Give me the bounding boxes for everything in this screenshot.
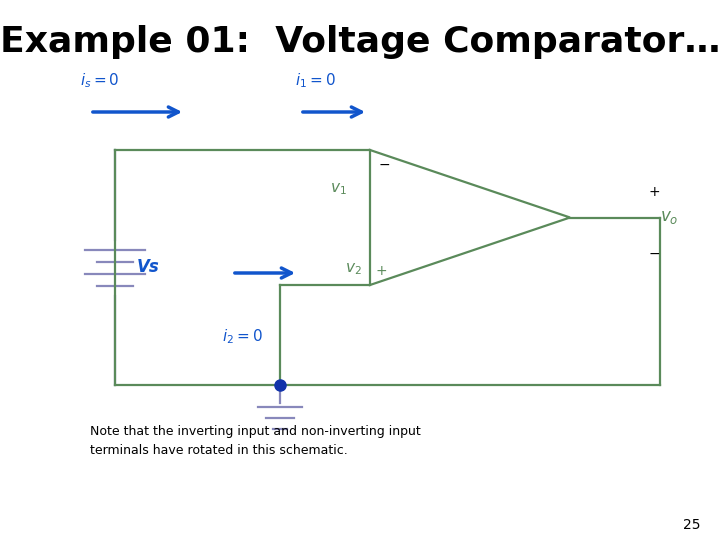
Text: Note that the inverting input and non-inverting input
terminals have rotated in : Note that the inverting input and non-in… xyxy=(90,425,420,457)
Text: 25: 25 xyxy=(683,518,700,532)
Text: $-$: $-$ xyxy=(378,157,390,171)
Text: $v_2$: $v_2$ xyxy=(346,261,362,277)
Text: Vs: Vs xyxy=(137,259,160,276)
Text: $\mathit{i}_2 = 0$: $\mathit{i}_2 = 0$ xyxy=(222,327,263,346)
Text: $\mathit{i}_1 = 0$: $\mathit{i}_1 = 0$ xyxy=(295,71,336,90)
Text: $v_o$: $v_o$ xyxy=(660,208,678,226)
Text: $+$: $+$ xyxy=(648,186,660,199)
Text: $\mathit{i}_s = 0$: $\mathit{i}_s = 0$ xyxy=(80,71,120,90)
Text: $-$: $-$ xyxy=(648,246,660,260)
Text: $v_1$: $v_1$ xyxy=(330,181,347,197)
Text: Example 01:  Voltage Comparator…: Example 01: Voltage Comparator… xyxy=(0,25,720,59)
Text: $+$: $+$ xyxy=(375,264,387,278)
